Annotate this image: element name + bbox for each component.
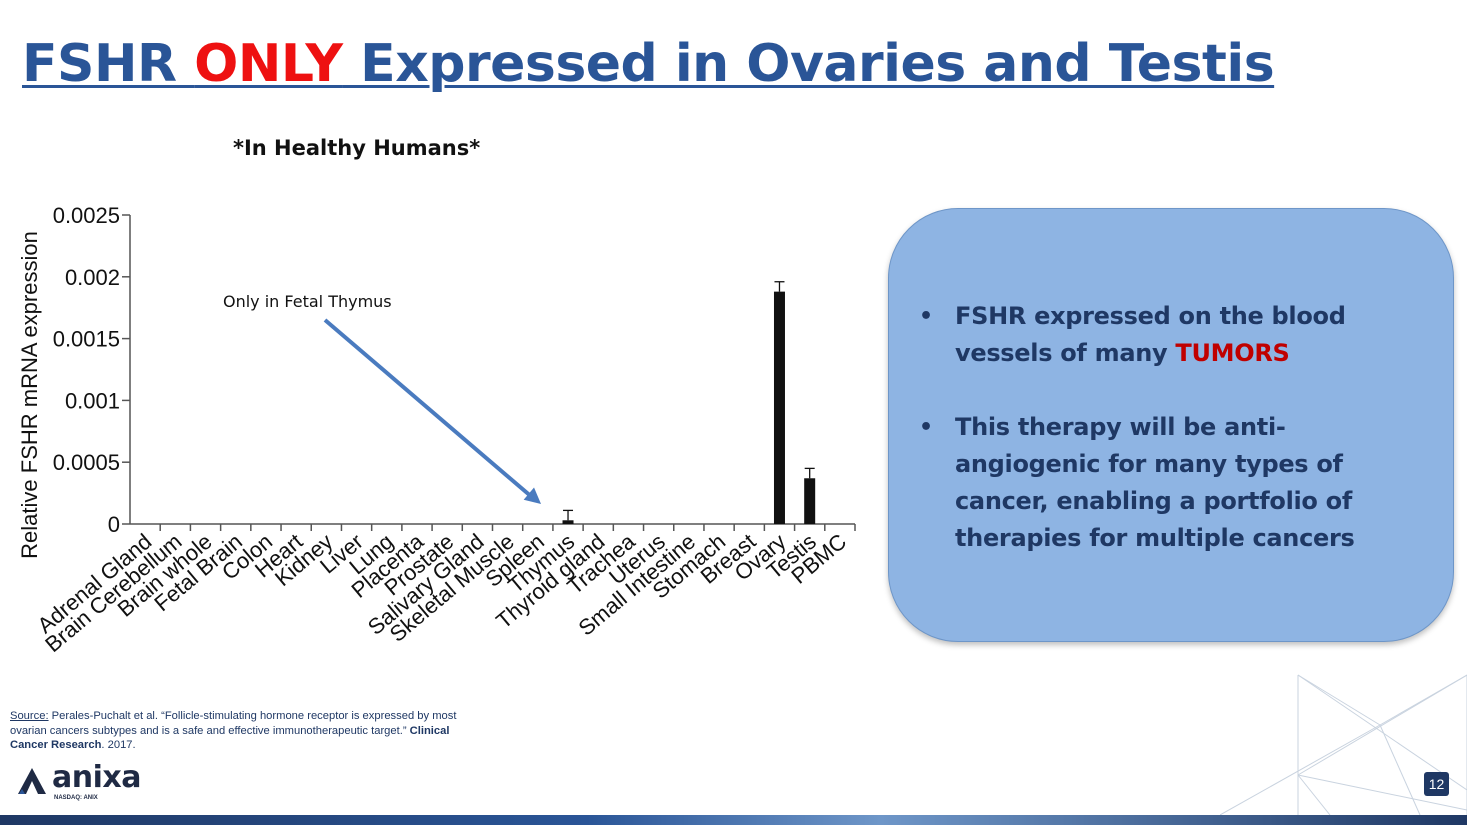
y-tick-label: 0.0025 [53, 203, 120, 228]
page-number: 12 [1424, 772, 1449, 796]
y-tick-label: 0.001 [65, 388, 120, 413]
tumors-highlight: TUMORS [1175, 339, 1290, 367]
info-box: • FSHR expressed on the blood vessels of … [888, 208, 1454, 642]
logo-mark-icon [18, 768, 46, 794]
y-tick-label: 0 [108, 512, 120, 537]
decorative-lines [1220, 674, 1467, 815]
chart-axes [129, 215, 856, 531]
bar [562, 520, 574, 524]
y-axis-ticks: 0 0.0005 0.001 0.0015 0.002 0.0025 [53, 203, 130, 537]
bar-chart: 0 0.0005 0.001 0.0015 0.002 0.0025 Adrenal Gl… [17, 203, 856, 657]
bullet-blood-vessels: • FSHR expressed on the blood vessels of … [919, 298, 1429, 372]
bar [804, 478, 816, 524]
y-tick-label: 0.0005 [53, 450, 120, 475]
y-tick-label: 0.002 [65, 265, 120, 290]
footer-bar [0, 815, 1467, 825]
bullet-icon: • [919, 304, 933, 329]
source-citation: Source: Perales-Puchalt et al. “Follicle… [10, 710, 457, 751]
logo-ticker: NASDAQ: ANIX [54, 795, 98, 801]
annotation-arrow-head [523, 487, 542, 504]
bar [773, 291, 785, 524]
anixa-logo: anixa NASDAQ: ANIX [16, 760, 146, 805]
slide-title: FSHR ONLY Expressed in Ovaries and Testi… [22, 34, 1275, 94]
annotation-arrow [323, 318, 542, 504]
y-axis-label: Relative FSHR mRNA expression [17, 231, 42, 559]
title-highlight: ONLY [194, 34, 343, 94]
annotation-arrow-shaft [323, 318, 535, 500]
bullet-anti-angiogenic: • This therapy will be anti-angiogenic fo… [919, 409, 1429, 557]
logo-wordmark: anixa [52, 760, 141, 795]
annotation-text: Only in Fetal Thymus [223, 292, 392, 311]
bars [562, 281, 816, 524]
bullet-icon: • [919, 415, 933, 440]
chart-subtitle: *In Healthy Humans* [233, 136, 481, 160]
y-tick-label: 0.0015 [53, 327, 120, 352]
